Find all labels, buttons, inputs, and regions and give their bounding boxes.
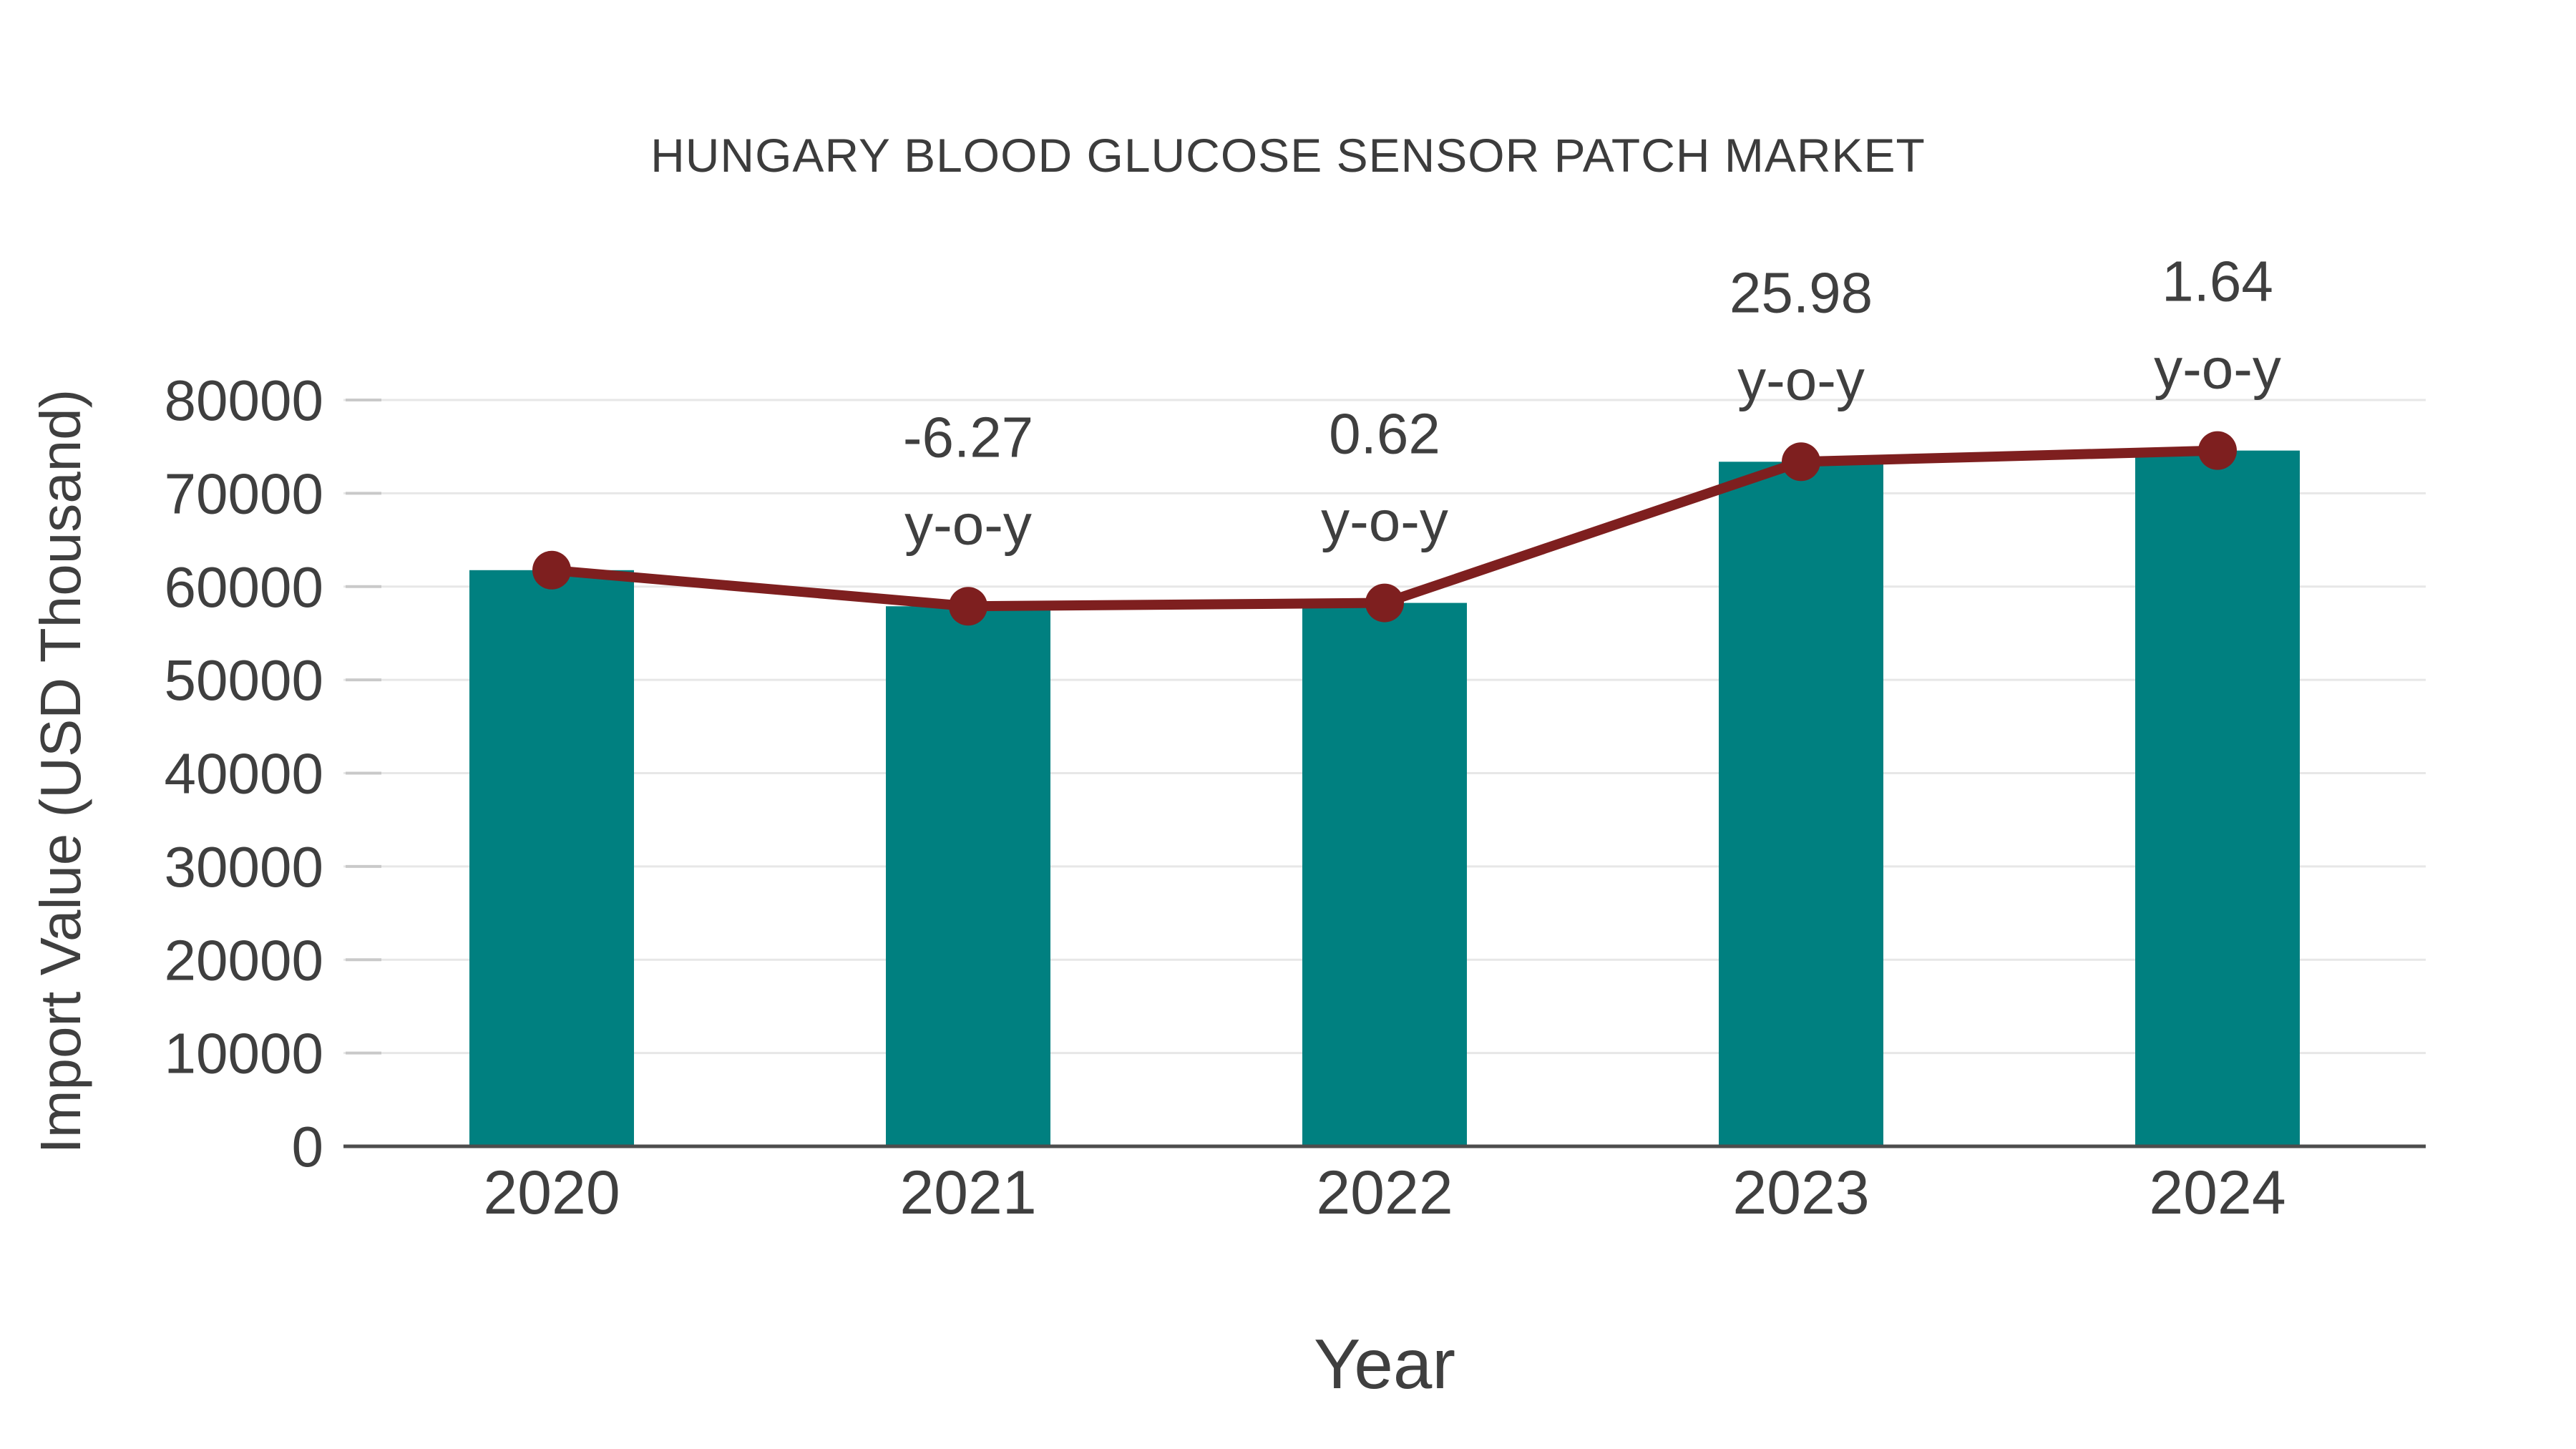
bar-2022 bbox=[1302, 602, 1467, 1146]
annotation-unit-label: y-o-y bbox=[2154, 337, 2281, 401]
y-tick-label: 20000 bbox=[165, 928, 323, 992]
yoy-annotations: -6.27 y-o-y 0.62 y-o-y 25.98 y-o-y 1.64 y-o-y bbox=[903, 250, 2281, 557]
trend-marker-2022 bbox=[1365, 583, 1404, 623]
bar-2021 bbox=[886, 606, 1050, 1146]
y-tick-label: 80000 bbox=[165, 369, 323, 432]
annotation-value-label: 1.64 bbox=[2162, 250, 2273, 313]
y-axis-title: Import Value (USD Thousand) bbox=[29, 389, 92, 1154]
x-tick-label-2020: 2020 bbox=[483, 1158, 620, 1227]
y-tick-label: 40000 bbox=[165, 742, 323, 806]
trend-line-series bbox=[532, 431, 2237, 626]
x-axis-title: Year bbox=[1314, 1324, 1455, 1403]
annotation-2022: 0.62 y-o-y bbox=[1321, 402, 1448, 553]
trend-marker-2023 bbox=[1782, 442, 1820, 482]
y-tick-label: 70000 bbox=[165, 462, 323, 525]
trend-marker-2020 bbox=[532, 550, 571, 590]
x-tick-label-2021: 2021 bbox=[899, 1158, 1036, 1227]
bar-2024 bbox=[2135, 450, 2300, 1146]
annotation-unit-label: y-o-y bbox=[1321, 489, 1448, 553]
x-tick-label-2023: 2023 bbox=[1732, 1158, 1869, 1227]
trend-marker-2021 bbox=[949, 587, 987, 626]
y-tick-label: 60000 bbox=[165, 555, 323, 619]
annotation-2023: 25.98 y-o-y bbox=[1729, 260, 1873, 411]
annotation-value-label: -6.27 bbox=[903, 405, 1033, 469]
x-tick-label-2024: 2024 bbox=[2149, 1158, 2285, 1227]
bar-series bbox=[469, 450, 2300, 1146]
chart-title: HUNGARY BLOOD GLUCOSE SENSOR PATCH MARKE… bbox=[650, 129, 1926, 182]
y-tick-label: 30000 bbox=[165, 835, 323, 899]
trend-marker-2024 bbox=[2198, 431, 2237, 470]
y-axis-tick-labels: 0 10000 20000 30000 40000 50000 60000 70000 8000… bbox=[165, 369, 323, 1179]
annotation-unit-label: y-o-y bbox=[1737, 348, 1865, 411]
y-tick-label: 0 bbox=[292, 1115, 324, 1179]
y-axis-tick-marks bbox=[346, 399, 381, 1148]
y-tick-label: 10000 bbox=[165, 1022, 323, 1085]
annotation-value-label: 0.62 bbox=[1329, 402, 1440, 466]
annotation-value-label: 25.98 bbox=[1729, 260, 1873, 324]
y-tick-label: 50000 bbox=[165, 648, 323, 712]
x-tick-label-2022: 2022 bbox=[1316, 1158, 1453, 1227]
x-axis-tick-labels: 2020 2021 2022 2023 2024 bbox=[483, 1158, 2285, 1227]
bar-2020 bbox=[469, 570, 634, 1146]
annotation-2024: 1.64 y-o-y bbox=[2154, 250, 2281, 401]
annotation-2021: -6.27 y-o-y bbox=[903, 405, 1033, 556]
bar-2023 bbox=[1719, 462, 1883, 1146]
annotation-unit-label: y-o-y bbox=[904, 492, 1032, 556]
